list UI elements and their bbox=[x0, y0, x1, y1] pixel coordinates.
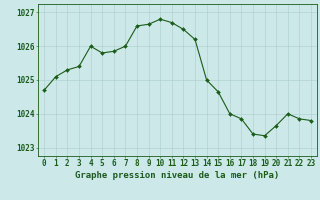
X-axis label: Graphe pression niveau de la mer (hPa): Graphe pression niveau de la mer (hPa) bbox=[76, 171, 280, 180]
